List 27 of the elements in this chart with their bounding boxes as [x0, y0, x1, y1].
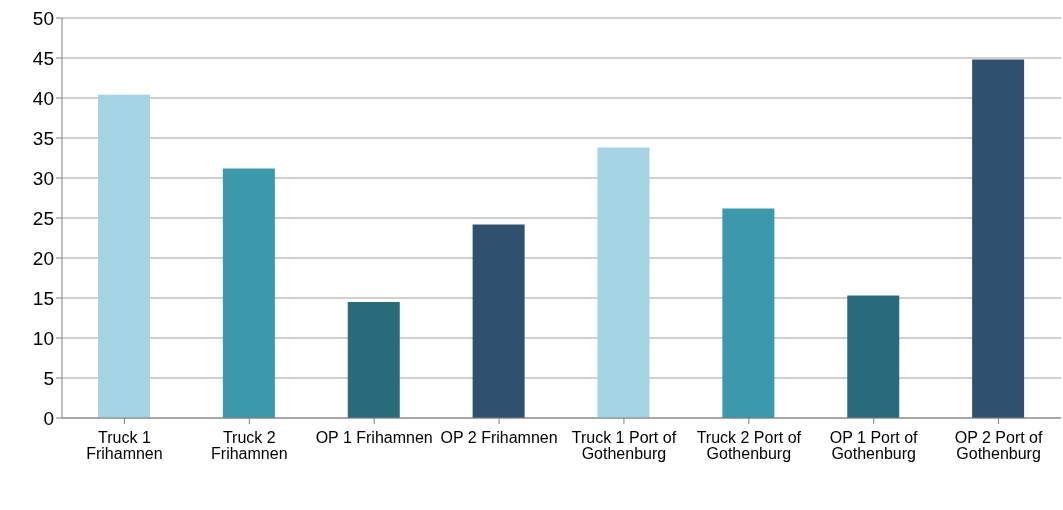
- y-tick-label: 0: [43, 407, 54, 429]
- bar: [597, 147, 650, 418]
- bar: [347, 302, 400, 418]
- y-tick-label: 25: [32, 207, 54, 229]
- y-tick-label: 35: [32, 127, 54, 149]
- x-tick-label: OP 1 Port of Gothenburg: [829, 429, 919, 463]
- x-tick-label: Truck 2 Port of Gothenburg: [696, 429, 802, 463]
- x-tick-label: Truck 2 Frihamnen: [211, 429, 288, 463]
- y-tick-label: 30: [32, 167, 54, 189]
- bar: [972, 59, 1025, 418]
- bar: [472, 224, 525, 418]
- x-tick-label: OP 1 Frihamnen: [315, 429, 433, 447]
- bar: [98, 94, 150, 418]
- bar: [222, 168, 275, 418]
- bar: [847, 295, 900, 418]
- y-tick-label: 50: [32, 7, 54, 29]
- bar: [722, 208, 775, 418]
- x-tick-label: Truck 1 Port of Gothenburg: [571, 429, 677, 463]
- x-tick-label: OP 2 Port of Gothenburg: [954, 429, 1043, 463]
- y-tick-label: 40: [32, 87, 54, 109]
- y-tick-label: 45: [32, 47, 54, 69]
- y-tick-label: 20: [32, 247, 54, 269]
- y-tick-label: 5: [43, 367, 54, 389]
- x-tick-label: Truck 1 Frihamnen: [86, 429, 163, 463]
- x-tick-label: OP 2 Frihamnen: [440, 429, 558, 447]
- y-tick-label: 10: [32, 327, 54, 349]
- y-tick-label: 15: [32, 287, 54, 309]
